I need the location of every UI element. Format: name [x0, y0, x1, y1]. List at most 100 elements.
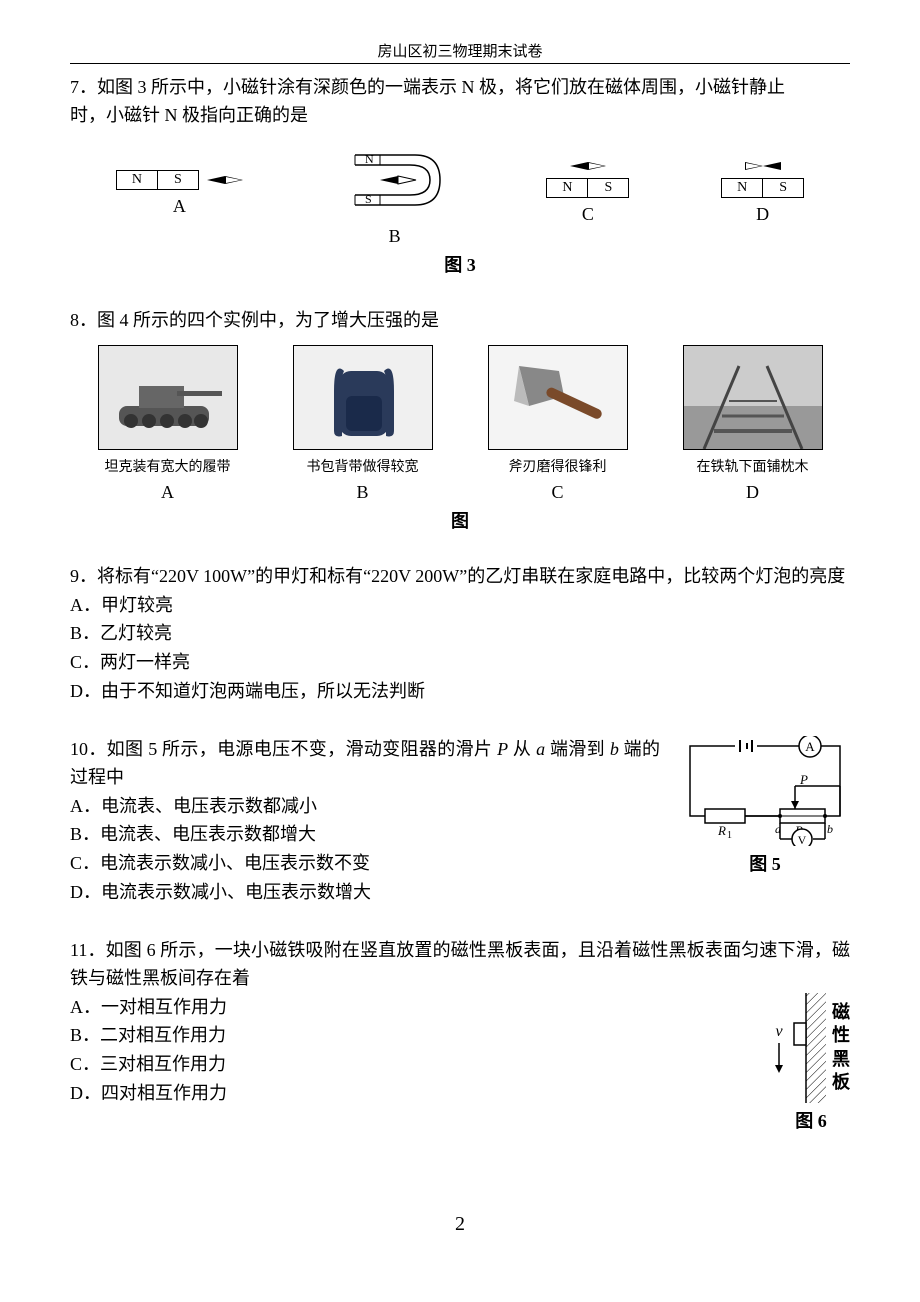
- needle-dark-icon: [207, 176, 225, 184]
- q8-stem: 8．图 4 所示的四个实例中，为了增大压强的是: [70, 307, 850, 335]
- q10-fig-label: 图 5: [749, 850, 781, 876]
- q9-stem: 9．将标有“220V 100W”的甲灯和标有“220V 200W”的乙灯串联在家…: [70, 563, 850, 591]
- q8-fig-c: 斧刃磨得很锋利 C: [488, 345, 628, 503]
- circuit-diagram-icon: A R 1 P a b R 2: [680, 736, 850, 846]
- q9-opt-a: A．甲灯较亮: [70, 591, 850, 620]
- q7-fig-a: N S A: [116, 170, 243, 217]
- page: 房山区初三物理期末试卷 7．如图 3 所示中，小磁针涂有深颜色的一端表示 N 极…: [70, 0, 850, 1296]
- q8-caption-a: 坦克装有宽大的履带: [105, 456, 231, 476]
- q10-a: a: [536, 739, 545, 759]
- q10-opt-b: B．电流表、电压表示数都增大: [70, 820, 660, 849]
- page-number: 2: [70, 1213, 850, 1236]
- q9-opt-b: B．乙灯较亮: [70, 619, 850, 648]
- q9-opt-d: D．由于不知道灯泡两端电压，所以无法判断: [70, 677, 850, 706]
- q7-opt-b: B: [389, 226, 401, 247]
- r1-label: R: [717, 823, 726, 838]
- header-rule: [70, 63, 850, 64]
- rheo-b: b: [827, 822, 833, 836]
- needle-light-icon: [745, 162, 763, 170]
- board-vertical-label: 磁 性 黑 板: [832, 1001, 850, 1095]
- running-header: 房山区初三物理期末试卷: [70, 40, 850, 61]
- q10-opt-c: C．电流表示数减小、电压表示数不变: [70, 849, 660, 878]
- q11-figure: v: [772, 993, 850, 1133]
- q8-caption-b: 书包背带做得较宽: [307, 456, 419, 476]
- tank-image-placeholder: [98, 345, 238, 450]
- u-pole-s: S: [365, 192, 372, 206]
- q8-caption-d: 在铁轨下面铺枕木: [697, 456, 809, 476]
- pole-n: N: [722, 179, 763, 197]
- velocity-v: v: [775, 1023, 782, 1041]
- q11-fig-label: 图 6: [795, 1107, 827, 1133]
- board-char-4: 板: [832, 1071, 850, 1094]
- q9-opt-c: C．两灯一样亮: [70, 648, 850, 677]
- down-arrow-icon: [772, 1043, 786, 1073]
- q8-opt-a: A: [161, 482, 174, 503]
- q10-figure: A R 1 P a b R 2: [680, 736, 850, 907]
- q8-fig-b: 书包背带做得较宽 B: [293, 345, 433, 503]
- q8-fig-label: 图: [70, 507, 850, 533]
- q7-fig-c: N S C: [546, 162, 629, 225]
- bar-magnet-c: N S: [546, 178, 629, 198]
- needle-dark-icon: [763, 162, 781, 170]
- backpack-icon: [294, 346, 432, 449]
- q11-opt-a: A．一对相互作用力: [70, 993, 752, 1022]
- q10-P: P: [497, 739, 508, 759]
- q8-caption-c: 斧刃磨得很锋利: [509, 456, 607, 476]
- r1-sub: 1: [727, 830, 732, 841]
- question-9: 9．将标有“220V 100W”的甲灯和标有“220V 200W”的乙灯串联在家…: [70, 563, 850, 706]
- q7-fig-d: N S D: [721, 162, 804, 225]
- q7-opt-d: D: [756, 204, 769, 225]
- q10-stem-mid1: 从: [508, 739, 536, 759]
- backpack-image-placeholder: [293, 345, 433, 450]
- q11-opt-d: D．四对相互作用力: [70, 1079, 752, 1108]
- q10-b: b: [610, 739, 619, 759]
- q7-fig-b: N S B: [335, 140, 455, 247]
- board-char-3: 黑: [832, 1048, 850, 1071]
- board-char-2: 性: [832, 1024, 850, 1047]
- q10-opt-d: D．电流表示数减小、电压表示数增大: [70, 878, 660, 907]
- q7-stem-line1: 7．如图 3 所示中，小磁针涂有深颜色的一端表示 N 极，将它们放在磁体周围，小…: [70, 74, 850, 102]
- q8-fig-d: 在铁轨下面铺枕木 D: [683, 345, 823, 503]
- compass-needle-d: [745, 162, 781, 170]
- question-11: 11．如图 6 所示，一块小磁铁吸附在竖直放置的磁性黑板表面，且沿着磁性黑板表面…: [70, 937, 850, 1133]
- q10-stem-mid2: 端滑到: [545, 739, 610, 759]
- q10-opt-a: A．电流表、电压表示数都减小: [70, 792, 660, 821]
- pole-n: N: [547, 179, 588, 197]
- q11-opt-b: B．二对相互作用力: [70, 1021, 752, 1050]
- pole-s: S: [763, 179, 803, 197]
- voltmeter-label: V: [798, 833, 807, 846]
- q8-opt-d: D: [746, 482, 759, 503]
- pole-n: N: [117, 171, 158, 189]
- needle-light-icon: [225, 176, 243, 184]
- q7-stem-line2: 时，小磁针 N 极指向正确的是: [70, 102, 850, 130]
- compass-needle-a: [207, 176, 243, 184]
- axe-image-placeholder: [488, 345, 628, 450]
- board-char-1: 磁: [832, 1001, 850, 1024]
- q10-stem: 10．如图 5 所示，电源电压不变，滑动变阻器的滑片 P 从 a 端滑到 b 端…: [70, 736, 660, 792]
- q7-opt-c: C: [582, 204, 594, 225]
- q8-opt-b: B: [356, 482, 368, 503]
- needle-dark-icon: [570, 162, 588, 170]
- needle-light-icon: [588, 162, 606, 170]
- needle-light-icon: [398, 176, 416, 184]
- question-7: 7．如图 3 所示中，小磁针涂有深颜色的一端表示 N 极，将它们放在磁体周围，小…: [70, 74, 850, 277]
- question-10: 10．如图 5 所示，电源电压不变，滑动变阻器的滑片 P 从 a 端滑到 b 端…: [70, 736, 850, 907]
- slider-p: P: [799, 772, 808, 787]
- q8-figure-row: 坦克装有宽大的履带 A 书包背带做得较宽 B: [70, 345, 850, 503]
- rail-image-placeholder: [683, 345, 823, 450]
- bar-magnet-a: N S: [116, 170, 199, 190]
- tank-icon: [99, 346, 237, 449]
- compass-needle-c: [570, 162, 606, 170]
- horseshoe-magnet-icon: N S: [335, 140, 455, 220]
- question-8: 8．图 4 所示的四个实例中，为了增大压强的是 坦克装有宽大的履带 A: [70, 307, 850, 533]
- pole-s: S: [588, 179, 628, 197]
- q8-opt-c: C: [551, 482, 563, 503]
- u-pole-n: N: [365, 152, 374, 166]
- q11-opt-c: C．三对相互作用力: [70, 1050, 752, 1079]
- q7-fig-label: 图 3: [70, 251, 850, 277]
- bar-magnet-d: N S: [721, 178, 804, 198]
- rail-icon: [684, 346, 822, 449]
- q7-opt-a: A: [173, 196, 186, 217]
- q8-fig-a: 坦克装有宽大的履带 A: [98, 345, 238, 503]
- axe-icon: [489, 346, 627, 449]
